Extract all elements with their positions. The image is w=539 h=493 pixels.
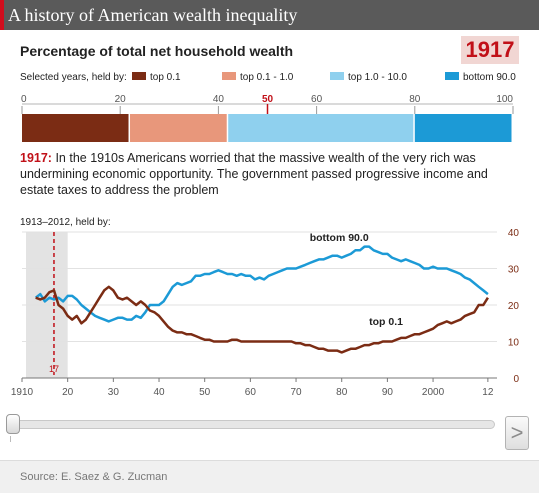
x-tick-label: 80 (336, 387, 348, 398)
bar-segment (130, 114, 227, 142)
selected-year-badge: 1917 (461, 36, 519, 64)
legend-swatch (330, 72, 344, 80)
series-line (34, 245, 489, 323)
chevron-right-icon: > (510, 420, 524, 445)
bar-tick-label: 100 (496, 94, 513, 105)
timeline-slider-area: > (0, 404, 539, 454)
x-tick-label: 30 (108, 387, 120, 398)
x-tick-label: 70 (290, 387, 302, 398)
year-description: 1917: In the 1910s Americans worried tha… (20, 150, 515, 198)
line-chart: 1913–2012, held by: 0 10 20 30 40 1910 20 30 40 50… (11, 217, 520, 398)
bar-tick-label: 0 (21, 94, 27, 105)
x-tick-label: 40 (153, 387, 165, 398)
header-accent (0, 0, 4, 30)
legend-item-top-1-to-10: top 1.0 - 10.0 (330, 72, 407, 83)
page-title: A history of American wealth inequality (8, 5, 298, 25)
x-tick-label: 2000 (422, 387, 445, 398)
description-year: 1917: (20, 151, 52, 165)
bar-segment (22, 114, 129, 142)
legend-label: top 0.1 (150, 72, 181, 83)
series-annotation: bottom 90.0 (310, 232, 369, 244)
bar-tick-label: 60 (311, 94, 323, 105)
legend-label: bottom 90.0 (463, 72, 516, 83)
bar-tick-label: 20 (115, 94, 127, 105)
legend-title: Selected years, held by: (20, 72, 127, 83)
bar-segment (414, 114, 512, 142)
description-text: In the 1910s Americans worried that the … (20, 151, 488, 197)
x-tick-label: 60 (245, 387, 257, 398)
stacked-bar-chart: 0 20 40 50 60 80 100 (21, 94, 514, 142)
x-tick-label: 50 (199, 387, 211, 398)
line-chart-label: 1913–2012, held by: (20, 217, 111, 228)
timeline-handle[interactable] (6, 414, 20, 434)
legend-swatch (222, 72, 236, 80)
series-line (35, 285, 489, 354)
next-year-button[interactable]: > (505, 416, 529, 450)
timeline-ticks (10, 436, 495, 442)
bar-segment (228, 114, 414, 142)
series-annotation: top 0.1 (369, 316, 403, 328)
chart-subtitle: Percentage of total net household wealth (20, 43, 294, 59)
legend-item-top-0-1: top 0.1 (132, 72, 181, 83)
y-tick-label: 40 (508, 228, 520, 239)
legend-label: top 0.1 - 1.0 (240, 72, 294, 83)
footer: Source: E. Saez & G. Zucman (0, 460, 539, 493)
legend: Selected years, held by: top 0.1 top 0.1… (20, 72, 530, 86)
x-tick-label: 90 (382, 387, 394, 398)
legend-item-top-0-1-to-1: top 0.1 - 1.0 (222, 72, 293, 83)
legend-swatch (132, 72, 146, 80)
bar-tick-label: 80 (409, 94, 421, 105)
y-tick-label: 20 (508, 301, 520, 312)
selected-year-marker-label: 17 (49, 364, 59, 374)
legend-swatch (445, 72, 459, 80)
x-tick-label: 12 (482, 387, 494, 398)
y-tick-label: 10 (508, 338, 520, 349)
page-header: A history of American wealth inequality (0, 0, 539, 30)
bar-tick-label: 40 (213, 94, 225, 105)
y-tick-label: 30 (508, 265, 520, 276)
source-note: Source: E. Saez & G. Zucman (20, 471, 168, 483)
bar-tick-label: 50 (262, 94, 274, 105)
legend-label: top 1.0 - 10.0 (348, 72, 407, 83)
timeline-track[interactable] (8, 420, 495, 429)
x-tick-label: 20 (62, 387, 74, 398)
x-tick-label: 1910 (11, 387, 34, 398)
y-tick-label: 0 (513, 374, 519, 385)
legend-item-bottom-90: bottom 90.0 (445, 72, 516, 83)
